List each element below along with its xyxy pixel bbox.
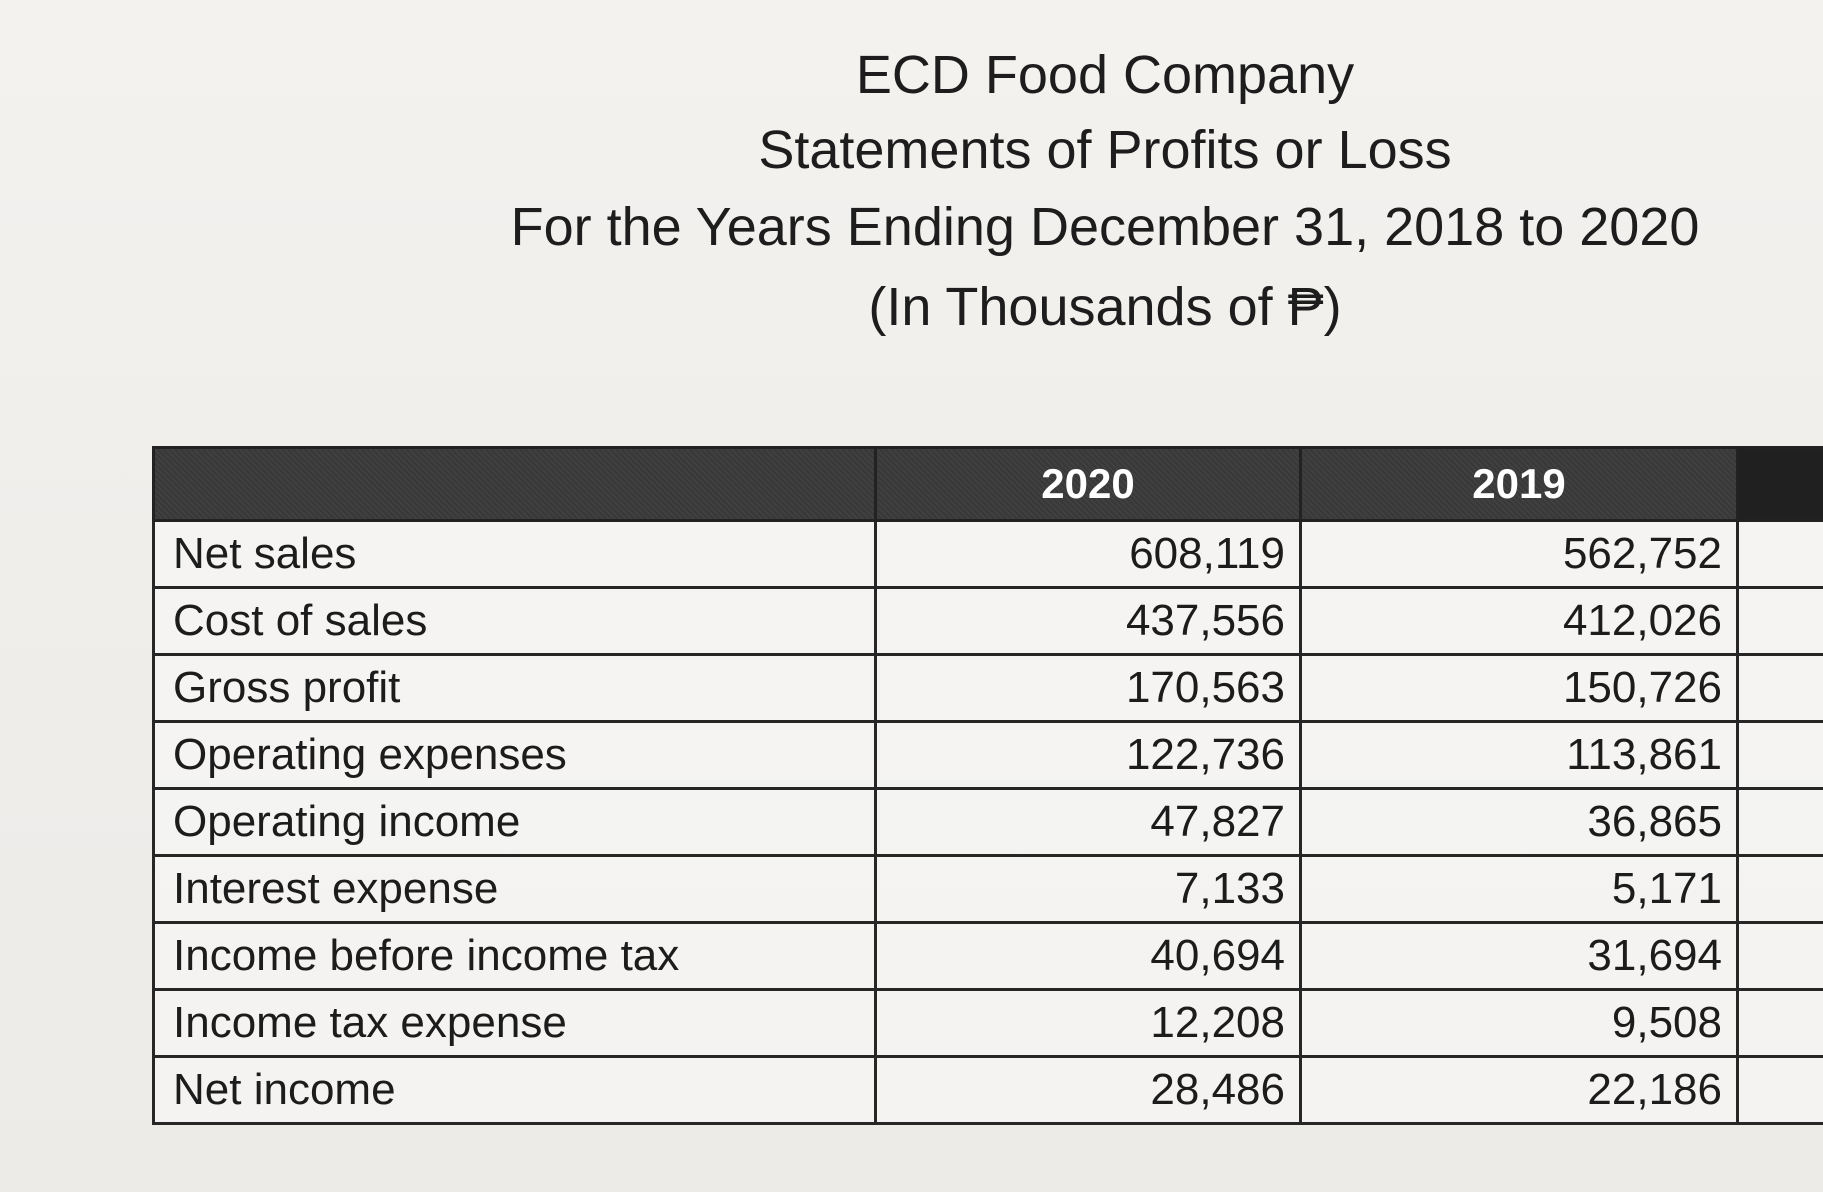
- row-label: Net income: [152, 1055, 877, 1125]
- value-2020: 12,208: [874, 988, 1302, 1058]
- value-2019: 31,694: [1299, 921, 1739, 991]
- financial-table-container: 2020 2019 Net sales 608,119 562,752 Cost…: [152, 446, 1823, 1125]
- table-row: Operating expenses 122,736 113,861: [152, 720, 1823, 790]
- value-2019: 412,026: [1299, 586, 1739, 656]
- cut-off-cell: [1736, 1055, 1823, 1125]
- cut-off-cell: [1736, 720, 1823, 790]
- row-label: Income tax expense: [152, 988, 877, 1058]
- statement-units: (In Thousands of ₱): [868, 277, 1342, 337]
- table-row: Operating income 47,827 36,865: [152, 787, 1823, 857]
- header-year-2019: 2019: [1299, 446, 1739, 522]
- header-cut-off-column: [1736, 446, 1823, 522]
- company-name: ECD Food Company: [855, 45, 1355, 105]
- row-label: Gross profit: [152, 653, 877, 723]
- row-label: Interest expense: [152, 854, 877, 924]
- table-row: Interest expense 7,133 5,171: [152, 854, 1823, 924]
- value-2019: 562,752: [1299, 519, 1739, 589]
- statement-period: For the Years Ending December 31, 2018 t…: [510, 197, 1700, 257]
- table-row: Net income 28,486 22,186: [152, 1055, 1823, 1125]
- value-2020: 47,827: [874, 787, 1302, 857]
- header-year-2020: 2020: [874, 446, 1302, 522]
- cut-off-cell: [1736, 787, 1823, 857]
- row-label: Operating expenses: [152, 720, 877, 790]
- table-row: Net sales 608,119 562,752: [152, 519, 1823, 589]
- value-2019: 5,171: [1299, 854, 1739, 924]
- value-2019: 36,865: [1299, 787, 1739, 857]
- table-row: Gross profit 170,563 150,726: [152, 653, 1823, 723]
- statement-title: Statements of Profits or Loss: [758, 120, 1452, 180]
- table-row: Cost of sales 437,556 412,026: [152, 586, 1823, 656]
- row-label: Operating income: [152, 787, 877, 857]
- cut-off-cell: [1736, 653, 1823, 723]
- cut-off-cell: [1736, 586, 1823, 656]
- value-2020: 40,694: [874, 921, 1302, 991]
- table-row: Income before income tax 40,694 31,694: [152, 921, 1823, 991]
- value-2020: 170,563: [874, 653, 1302, 723]
- header-label-cell: [152, 446, 877, 522]
- cut-off-cell: [1736, 921, 1823, 991]
- value-2020: 608,119: [874, 519, 1302, 589]
- cut-off-cell: [1736, 854, 1823, 924]
- value-2020: 28,486: [874, 1055, 1302, 1125]
- value-2019: 113,861: [1299, 720, 1739, 790]
- row-label: Net sales: [152, 519, 877, 589]
- table-row: Income tax expense 12,208 9,508: [152, 988, 1823, 1058]
- cut-off-cell: [1736, 988, 1823, 1058]
- value-2019: 150,726: [1299, 653, 1739, 723]
- value-2019: 22,186: [1299, 1055, 1739, 1125]
- row-label: Cost of sales: [152, 586, 877, 656]
- table-header-row: 2020 2019: [152, 446, 1823, 522]
- value-2020: 122,736: [874, 720, 1302, 790]
- profit-loss-table: 2020 2019 Net sales 608,119 562,752 Cost…: [152, 446, 1823, 1125]
- value-2020: 7,133: [874, 854, 1302, 924]
- value-2019: 9,508: [1299, 988, 1739, 1058]
- cut-off-cell: [1736, 519, 1823, 589]
- row-label: Income before income tax: [152, 921, 877, 991]
- value-2020: 437,556: [874, 586, 1302, 656]
